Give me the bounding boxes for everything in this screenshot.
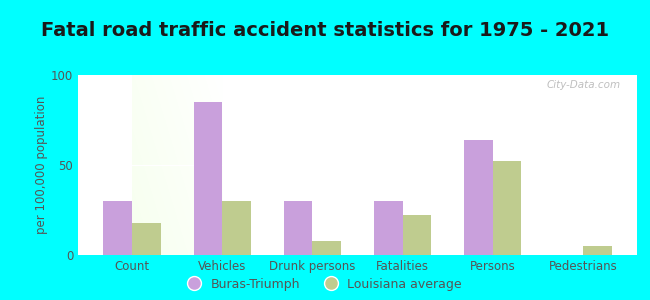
- Bar: [493, 161, 521, 255]
- Text: Fatal road traffic accident statistics for 1975 - 2021: Fatal road traffic accident statistics f…: [41, 21, 609, 40]
- Legend: Buras-Triumph, Louisiana average: Buras-Triumph, Louisiana average: [188, 278, 462, 291]
- Bar: [583, 246, 612, 255]
- Text: City-Data.com: City-Data.com: [546, 80, 620, 90]
- Bar: [313, 241, 341, 255]
- Bar: [402, 215, 432, 255]
- Bar: [132, 223, 161, 255]
- Bar: [103, 201, 132, 255]
- Bar: [283, 201, 313, 255]
- Bar: [374, 201, 402, 255]
- Bar: [194, 102, 222, 255]
- Bar: [222, 201, 251, 255]
- Bar: [464, 140, 493, 255]
- Y-axis label: per 100,000 population: per 100,000 population: [35, 96, 48, 234]
